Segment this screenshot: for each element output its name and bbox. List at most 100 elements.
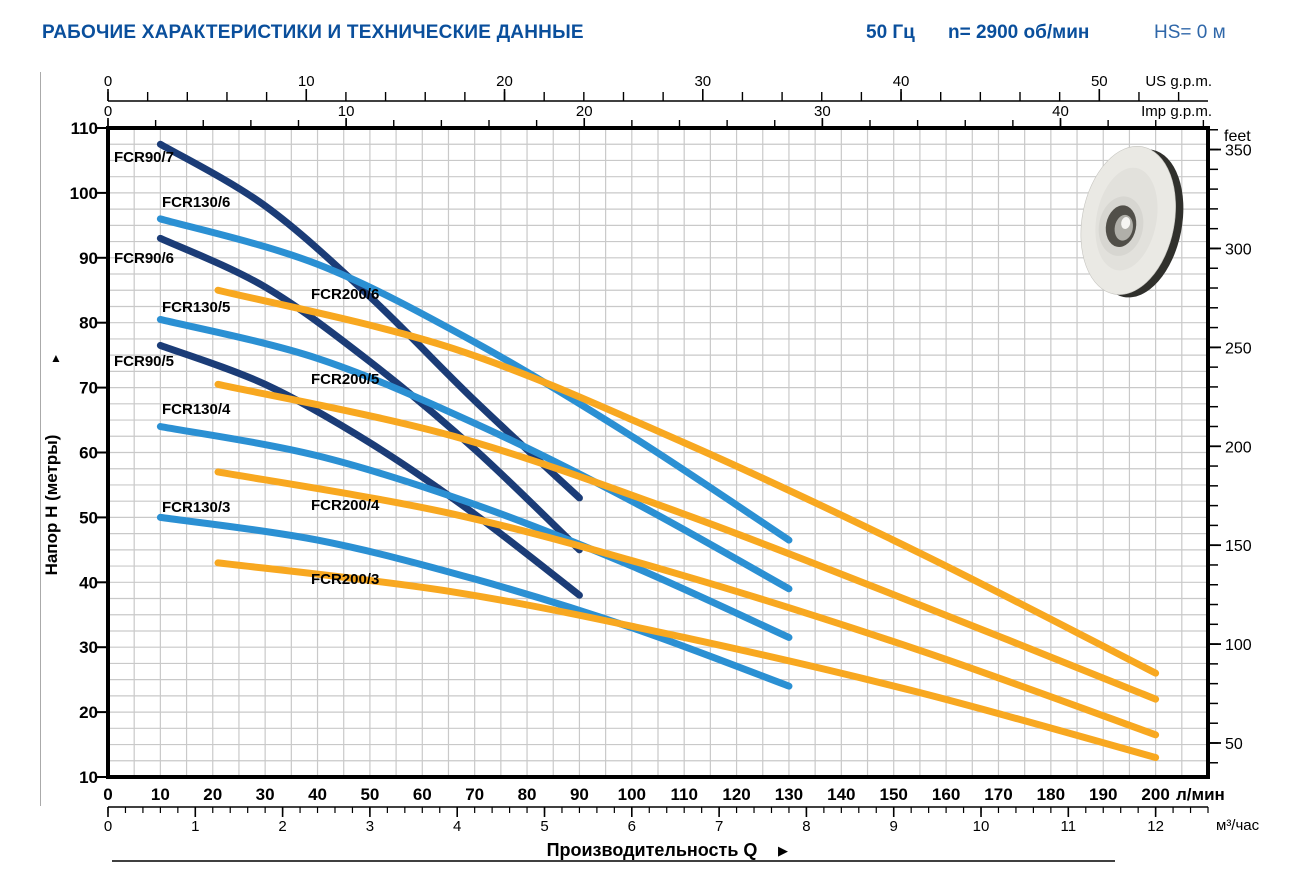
curve-fcr130-4-label: FCR130/4 <box>162 401 231 418</box>
svg-text:4: 4 <box>453 818 461 835</box>
curve-fcr130-4 <box>156 423 793 641</box>
m3h-unit: м³/час <box>1216 817 1260 834</box>
svg-text:90: 90 <box>570 785 589 804</box>
feet-unit: feet <box>1224 128 1251 145</box>
grid <box>108 128 1208 777</box>
svg-text:30: 30 <box>79 638 98 657</box>
svg-text:40: 40 <box>893 73 910 90</box>
curve-fcr130-5-label: FCR130/5 <box>162 299 230 316</box>
curve-fcr200-4-label: FCR200/4 <box>311 497 380 514</box>
svg-text:20: 20 <box>496 73 513 90</box>
svg-text:60: 60 <box>413 785 432 804</box>
svg-text:20: 20 <box>576 103 593 120</box>
x-axis-title: Производительность Q ▶ <box>112 840 1115 862</box>
lpm-unit: л/мин <box>1176 785 1225 804</box>
svg-text:80: 80 <box>79 314 98 333</box>
svg-text:50: 50 <box>1091 73 1108 90</box>
svg-text:40: 40 <box>1052 103 1069 120</box>
svg-text:12: 12 <box>1147 818 1164 835</box>
svg-text:1: 1 <box>191 818 199 835</box>
svg-text:8: 8 <box>802 818 810 835</box>
svg-text:10: 10 <box>973 818 990 835</box>
svg-text:30: 30 <box>256 785 275 804</box>
curve-fcr130-6-label: FCR130/6 <box>162 194 230 211</box>
us-gpm-axis: 0 10 20 30 40 50 US g.p.m. <box>104 73 1212 102</box>
page-title: РАБОЧИЕ ХАРАКТЕРИСТИКИ И ТЕХНИЧЕСКИЕ ДАН… <box>42 22 584 43</box>
curve-fcr200-6-label: FCR200/6 <box>311 286 379 303</box>
svg-text:7: 7 <box>715 818 723 835</box>
curve-fcr130-6 <box>156 215 793 544</box>
curve-fcr130-3-label: FCR130/3 <box>162 499 230 516</box>
svg-text:130: 130 <box>775 785 803 804</box>
curve-fcr90-5 <box>156 341 583 599</box>
svg-text:60: 60 <box>79 444 98 463</box>
svg-text:90: 90 <box>79 249 98 268</box>
svg-text:110: 110 <box>71 119 98 138</box>
svg-text:10: 10 <box>338 103 355 120</box>
svg-text:50: 50 <box>1225 736 1243 753</box>
frequency-label: 50 Гц <box>866 22 915 43</box>
svg-text:170: 170 <box>984 785 1012 804</box>
curve-fcr90-6-label: FCR90/6 <box>114 250 174 267</box>
svg-text:10: 10 <box>151 785 170 804</box>
svg-text:30: 30 <box>694 73 711 90</box>
svg-text:40: 40 <box>308 785 327 804</box>
curve-fcr200-5 <box>214 380 1160 703</box>
svg-text:11: 11 <box>1061 818 1077 835</box>
svg-text:150: 150 <box>1225 538 1252 555</box>
curve-fcr130-5 <box>156 315 793 593</box>
svg-text:50: 50 <box>79 508 98 527</box>
plot-border <box>106 126 1210 779</box>
svg-text:10: 10 <box>298 73 315 90</box>
svg-text:100: 100 <box>1225 637 1252 654</box>
svg-text:0: 0 <box>104 103 112 120</box>
svg-text:120: 120 <box>722 785 750 804</box>
svg-text:9: 9 <box>890 818 898 835</box>
svg-text:6: 6 <box>628 818 636 835</box>
curve-labels: FCR90/7 FCR130/6 FCR90/6 FCR200/6 FCR130/5 FC… <box>114 149 380 588</box>
curve-fcr200-6 <box>214 286 1160 677</box>
svg-text:100: 100 <box>618 785 646 804</box>
svg-text:350: 350 <box>1225 143 1252 160</box>
svg-text:190: 190 <box>1089 785 1117 804</box>
curve-fcr90-6 <box>156 234 583 554</box>
speed-label: n= 2900 об/мин <box>948 22 1090 43</box>
svg-text:0: 0 <box>104 73 112 90</box>
lpm-axis: 0 10 20 30 40 50 60 70 80 90 100 110 120 130 140 150 160… <box>103 785 1225 804</box>
imp-gpm-unit: Imp g.p.m. <box>1141 103 1212 120</box>
svg-text:10: 10 <box>79 768 98 787</box>
svg-text:2: 2 <box>278 818 286 835</box>
svg-text:250: 250 <box>1225 340 1252 357</box>
pump-curves <box>156 140 1160 762</box>
svg-text:20: 20 <box>79 703 98 722</box>
svg-text:200: 200 <box>1225 439 1252 456</box>
curve-fcr200-4 <box>214 468 1160 739</box>
m3h-axis: 0 1 2 3 4 5 6 7 8 9 10 11 12 м³/час <box>104 806 1260 835</box>
curve-fcr200-5-label: FCR200/5 <box>311 371 379 388</box>
curve-fcr90-7-label: FCR90/7 <box>114 149 174 166</box>
imp-gpm-axis: 0 10 20 30 40 Imp g.p.m. <box>104 103 1212 127</box>
y-axis-title: Напор H (метры) ▲ <box>42 351 62 575</box>
svg-text:200: 200 <box>1141 785 1169 804</box>
svg-text:Производительность Q: Производительность Q <box>547 840 758 860</box>
x-axis-arrow-icon: ▶ <box>778 843 788 858</box>
svg-text:Напор H (метры): Напор H (метры) <box>42 435 61 576</box>
header: РАБОЧИЕ ХАРАКТЕРИСТИКИ И ТЕХНИЧЕСКИЕ ДАН… <box>0 0 1294 60</box>
svg-text:3: 3 <box>366 818 374 835</box>
svg-text:140: 140 <box>827 785 855 804</box>
svg-text:30: 30 <box>814 103 831 120</box>
svg-text:40: 40 <box>79 573 98 592</box>
svg-text:80: 80 <box>518 785 537 804</box>
us-gpm-unit: US g.p.m. <box>1145 73 1212 90</box>
svg-text:5: 5 <box>540 818 548 835</box>
svg-text:70: 70 <box>465 785 484 804</box>
head-axis: 10 20 30 40 50 60 70 80 90 100 110 <box>70 119 106 787</box>
curve-fcr200-3-label: FCR200/3 <box>311 571 379 588</box>
svg-text:20: 20 <box>203 785 222 804</box>
impeller-image <box>1080 146 1184 298</box>
svg-text:0: 0 <box>103 785 112 804</box>
svg-text:150: 150 <box>880 785 908 804</box>
svg-text:300: 300 <box>1225 241 1252 258</box>
